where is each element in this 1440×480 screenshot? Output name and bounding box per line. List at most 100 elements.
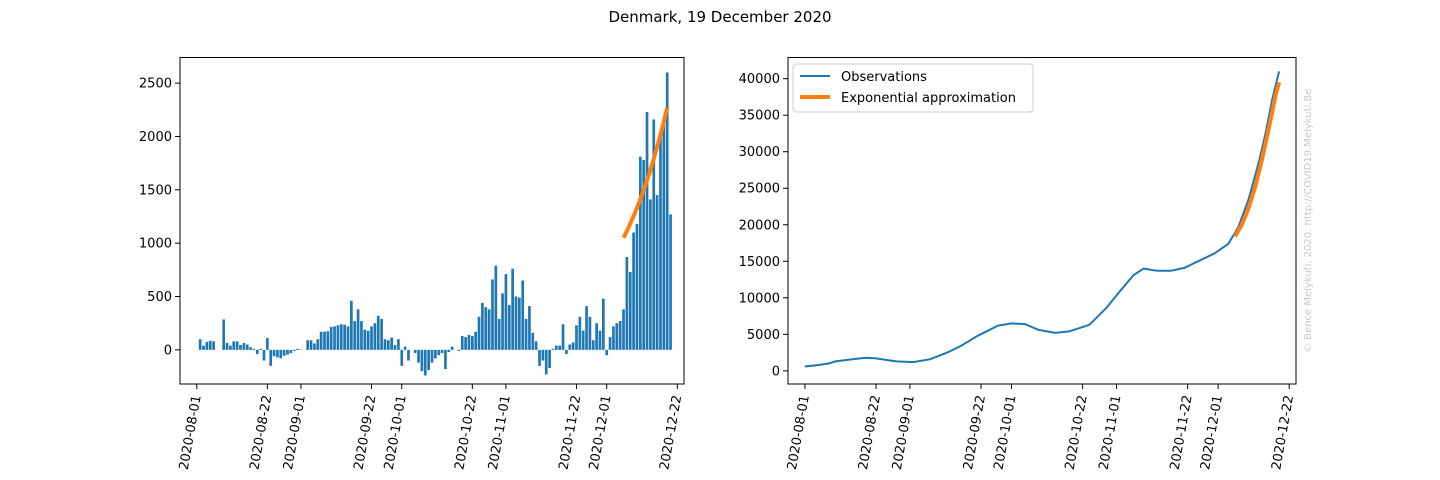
cumulative-x-tick-label: 2020-12-22 xyxy=(1269,394,1297,471)
daily-bar xyxy=(642,159,646,350)
daily-bar xyxy=(262,349,266,361)
daily-bar xyxy=(477,316,481,350)
daily-bar xyxy=(309,340,313,350)
daily-y-axis: 0 500 1000 1500 2000 2500 xyxy=(139,77,180,358)
daily-bar xyxy=(336,325,340,350)
daily-bar xyxy=(444,349,447,370)
daily-bar xyxy=(578,316,582,350)
daily-x-tick-label: 2020-08-22 xyxy=(247,394,275,471)
daily-bar xyxy=(279,349,283,359)
daily-bar xyxy=(282,349,286,356)
daily-bar xyxy=(380,318,383,350)
daily-bar xyxy=(407,349,410,361)
daily-bar xyxy=(306,340,310,350)
cumulative-y-tick-label: 15000 xyxy=(739,255,780,270)
daily-bar xyxy=(269,349,273,366)
daily-bar xyxy=(548,349,551,368)
daily-bar xyxy=(484,307,488,350)
daily-bar xyxy=(239,345,242,350)
cumulative-x-tick-label: 2020-11-22 xyxy=(1168,394,1196,471)
daily-bar xyxy=(356,309,360,350)
daily-bar xyxy=(655,195,659,350)
daily-bar xyxy=(618,321,622,350)
cumulative-x-axis: 2020-08-01 2020-08-22 2020-09-01 2020-09-22… xyxy=(785,384,1297,471)
daily-bar xyxy=(608,337,612,350)
cumulative-cases-chart: 2020-08-01 2020-08-22 2020-09-01 2020-09-22… xyxy=(739,57,1297,471)
cumulative-y-tick-label: 30000 xyxy=(739,145,780,160)
daily-bar xyxy=(511,268,514,350)
daily-bar xyxy=(652,119,656,350)
daily-bar xyxy=(430,349,434,363)
daily-bar xyxy=(565,349,568,355)
legend-observations-label: Observations xyxy=(841,70,927,85)
daily-bar xyxy=(208,340,212,350)
daily-bar xyxy=(413,349,417,354)
daily-bar xyxy=(400,349,404,366)
daily-bar xyxy=(198,339,202,350)
daily-bar xyxy=(501,293,504,350)
daily-bar xyxy=(464,337,467,350)
daily-y-tick-label: 1000 xyxy=(139,237,172,252)
daily-bar xyxy=(373,323,377,350)
watermark: © Bence Melykuti, 2020. http://COVID19.M… xyxy=(1303,89,1314,353)
daily-bar xyxy=(266,338,269,350)
daily-bar xyxy=(272,349,276,357)
daily-bar xyxy=(437,349,441,356)
daily-bar xyxy=(669,214,672,350)
daily-bar xyxy=(481,302,484,350)
daily-bar xyxy=(225,342,229,350)
daily-bar xyxy=(554,345,558,350)
cumulative-x-tick-label: 2020-12-01 xyxy=(1198,394,1226,471)
daily-bar xyxy=(427,349,430,371)
daily-bar xyxy=(518,297,521,350)
cumulative-y-tick-label: 20000 xyxy=(739,218,780,233)
cumulative-y-tick-label: 10000 xyxy=(739,291,780,306)
daily-bar xyxy=(632,232,635,350)
daily-bar xyxy=(460,335,464,350)
daily-x-tick-label: 2020-12-22 xyxy=(657,394,685,471)
daily-x-tick-label: 2020-09-22 xyxy=(352,394,380,471)
daily-bar xyxy=(397,339,400,350)
cumulative-x-tick-label: 2020-08-22 xyxy=(856,394,884,471)
daily-bar xyxy=(622,309,625,350)
daily-x-tick-label: 2020-11-22 xyxy=(557,394,585,471)
daily-bar xyxy=(316,339,320,350)
daily-bar xyxy=(242,342,246,350)
daily-bar xyxy=(494,265,498,350)
cumulative-y-tick-label: 25000 xyxy=(739,182,780,197)
daily-y-tick-label: 2000 xyxy=(139,130,172,145)
daily-bar xyxy=(467,334,471,350)
daily-bar xyxy=(360,321,363,350)
daily-bar xyxy=(635,223,639,350)
daily-x-tick-label: 2020-12-01 xyxy=(587,394,615,471)
cumulative-y-axis: 0 5000 10000 15000 20000 25000 30000 35000 40000 xyxy=(739,72,788,379)
daily-bar xyxy=(366,330,370,350)
cumulative-y-tick-label: 35000 xyxy=(739,109,780,124)
daily-bar xyxy=(319,331,323,350)
daily-bar xyxy=(474,331,478,350)
daily-bar xyxy=(588,316,592,350)
daily-bar xyxy=(497,318,501,350)
cumulative-x-tick-label: 2020-09-01 xyxy=(890,394,918,471)
daily-bar xyxy=(222,319,226,350)
daily-bar xyxy=(649,199,652,350)
daily-bar xyxy=(370,326,373,350)
daily-bar xyxy=(581,330,585,350)
daily-bar xyxy=(504,274,508,350)
daily-bar xyxy=(514,296,518,350)
daily-bar xyxy=(491,279,494,350)
daily-bar xyxy=(450,346,454,350)
daily-bar xyxy=(289,349,293,354)
daily-bar xyxy=(665,72,669,350)
daily-bar xyxy=(544,349,548,375)
daily-bar xyxy=(286,349,289,355)
figure-title: Denmark, 19 December 2020 xyxy=(608,8,831,26)
daily-bar xyxy=(645,111,649,350)
daily-bar xyxy=(202,345,205,350)
daily-bar xyxy=(602,298,605,350)
daily-bar xyxy=(595,323,598,350)
daily-bar xyxy=(440,349,444,354)
daily-bar xyxy=(575,325,578,350)
daily-bar xyxy=(346,326,350,350)
legend: Observations Exponential approximation xyxy=(792,63,1034,113)
